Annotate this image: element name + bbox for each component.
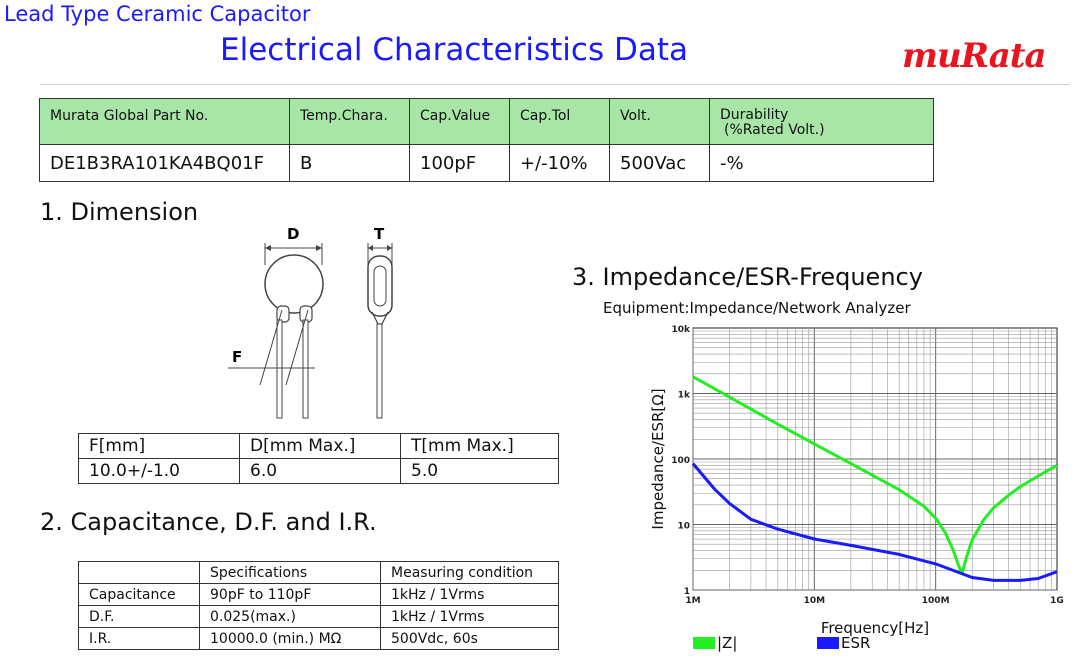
value-volt: 500Vac <box>609 144 710 182</box>
capacitor-dimension-drawing: D F T <box>228 225 393 419</box>
cap-row-cond: 1kHz / 1Vrms <box>380 605 559 628</box>
header-durability-sub: (%Rated Volt.) <box>724 122 825 138</box>
cap-header-spec: Specifications <box>199 561 381 584</box>
dimension-value-row: 10.0+/-1.0 6.0 5.0 <box>78 458 559 484</box>
dim-value-t: 5.0 <box>400 458 559 484</box>
y-tick-label: 1 <box>684 587 690 597</box>
part-table-value-row: DE1B3RA101KA4BQ01F B 100pF +/-10% 500Vac… <box>39 144 934 182</box>
dim-header-t: T[mm Max.] <box>400 433 559 459</box>
legend-swatch <box>817 637 839 649</box>
cap-row-spec: 90pF to 110pF <box>199 583 381 606</box>
header-durability: Durability (%Rated Volt.) <box>709 98 934 145</box>
cap-header-blank <box>78 561 200 584</box>
cap-header-cond: Measuring condition <box>380 561 559 584</box>
table-row: Capacitance 90pF to 110pF 1kHz / 1Vrms <box>78 583 559 606</box>
dim-value-f: 10.0+/-1.0 <box>78 458 240 484</box>
murata-logo: muRata <box>902 36 1046 76</box>
header-temp-chara: Temp.Chara. <box>289 98 410 145</box>
dim-label-t: T <box>374 225 385 243</box>
header-cap-value: Cap.Value <box>409 98 510 145</box>
table-row: I.R. 10000.0 (min.) MΩ 500Vdc, 60s <box>78 627 559 650</box>
dimension-table: F[mm] D[mm Max.] T[mm Max.] 10.0+/-1.0 6… <box>78 433 559 484</box>
dim-header-f: F[mm] <box>78 433 240 459</box>
impedance-heading: 3. Impedance/ESR-Frequency <box>572 263 923 291</box>
x-tick-label: 1M <box>685 596 700 606</box>
x-axis-label: Frequency[Hz] <box>821 619 929 637</box>
dim-label-d: D <box>287 225 299 243</box>
document-title: Electrical Characteristics Data <box>220 32 688 68</box>
dim-value-d: 6.0 <box>239 458 401 484</box>
dim-label-f: F <box>232 348 242 366</box>
capacitance-table: Specifications Measuring condition Capac… <box>78 561 559 650</box>
cap-row-spec: 10000.0 (min.) MΩ <box>199 627 381 650</box>
document-subtitle: Lead Type Ceramic Capacitor <box>4 2 311 26</box>
x-tick-label: 1G <box>1050 596 1064 606</box>
part-info-table: Murata Global Part No. Temp.Chara. Cap.V… <box>39 98 934 182</box>
header-durability-label: Durability <box>720 107 789 123</box>
cap-row-spec: 0.025(max.) <box>199 605 381 628</box>
cap-row-cond: 1kHz / 1Vrms <box>380 583 559 606</box>
impedance-esr-chart: 1M 10M 100M 1G 1 10 100 1k 10k Frequency[Hz] Imped… <box>649 325 1064 652</box>
legend-label: |Z| <box>717 634 737 652</box>
cap-row-label: Capacitance <box>78 583 200 606</box>
esr-series-line <box>691 462 1058 582</box>
x-tick-label: 10M <box>804 596 826 606</box>
y-axis-label: Impedance/ESR[Ω] <box>649 388 667 529</box>
dimension-header-row: F[mm] D[mm Max.] T[mm Max.] <box>78 433 559 459</box>
dimension-heading: 1. Dimension <box>40 198 199 226</box>
value-cap-tol: +/-10% <box>509 144 610 182</box>
cap-row-label: D.F. <box>78 605 200 628</box>
x-tick-label: 100M <box>922 596 950 606</box>
y-tick-label: 10 <box>677 522 690 532</box>
y-tick-label: 100 <box>671 456 690 466</box>
header-volt: Volt. <box>609 98 710 145</box>
y-tick-label: 1k <box>678 391 691 401</box>
y-tick-label: 10k <box>671 325 691 335</box>
value-part-no: DE1B3RA101KA4BQ01F <box>39 144 290 182</box>
cap-row-label: I.R. <box>78 627 200 650</box>
dim-header-d: D[mm Max.] <box>239 433 401 459</box>
header-cap-tol: Cap.Tol <box>509 98 610 145</box>
impedance-series-line <box>692 375 1058 575</box>
header-divider <box>40 84 1070 85</box>
capacitance-heading: 2. Capacitance, D.F. and I.R. <box>40 508 377 536</box>
cap-header-row: Specifications Measuring condition <box>78 561 559 584</box>
value-temp-chara: B <box>289 144 410 182</box>
value-durability: -% <box>709 144 934 182</box>
cap-row-cond: 500Vdc, 60s <box>380 627 559 650</box>
header-part-no: Murata Global Part No. <box>39 98 290 145</box>
table-row: D.F. 0.025(max.) 1kHz / 1Vrms <box>78 605 559 628</box>
equipment-label: Equipment:Impedance/Network Analyzer <box>603 299 911 317</box>
legend-swatch <box>693 637 715 649</box>
value-cap-value: 100pF <box>409 144 510 182</box>
part-table-header-row: Murata Global Part No. Temp.Chara. Cap.V… <box>39 98 934 145</box>
legend-label: ESR <box>841 634 870 652</box>
